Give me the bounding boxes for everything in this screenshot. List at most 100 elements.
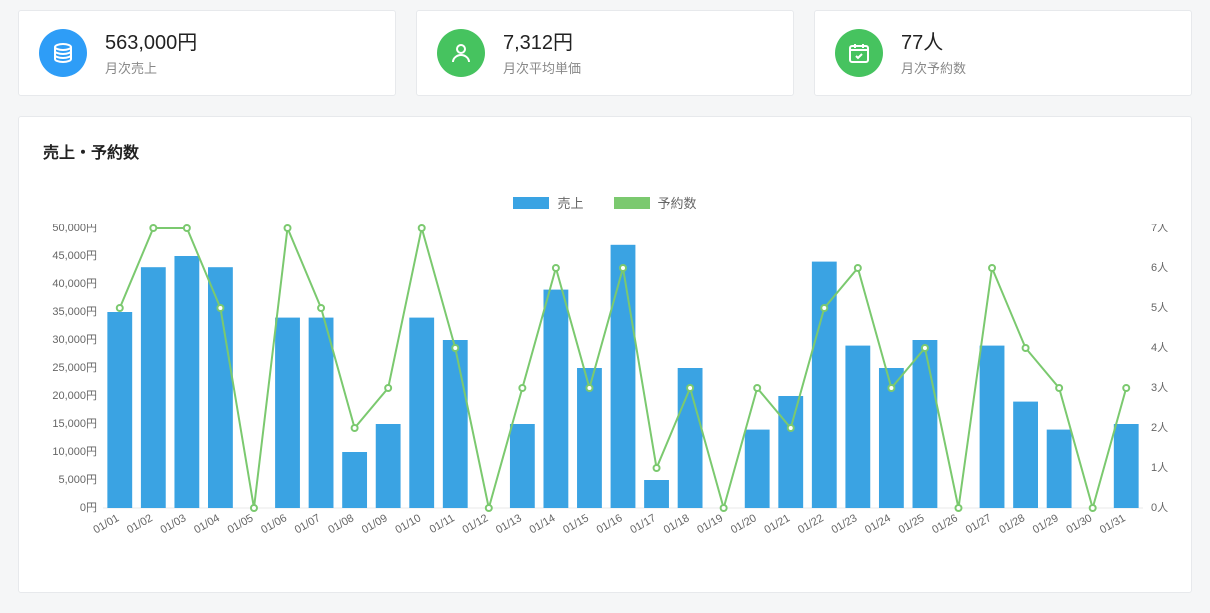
card-avg-price: 7,312円 月次平均単価 <box>416 10 794 96</box>
svg-text:01/16: 01/16 <box>595 512 625 536</box>
bar[interactable] <box>913 340 938 508</box>
svg-text:2人: 2人 <box>1151 421 1168 434</box>
svg-text:4人: 4人 <box>1151 341 1168 354</box>
bar[interactable] <box>309 318 334 508</box>
line-point[interactable] <box>217 305 223 311</box>
svg-text:01/30: 01/30 <box>1064 512 1094 536</box>
svg-text:20,000円: 20,000円 <box>52 390 97 402</box>
line-point[interactable] <box>788 425 794 431</box>
svg-text:01/14: 01/14 <box>528 512 558 536</box>
line-point[interactable] <box>117 305 123 311</box>
svg-text:30,000円: 30,000円 <box>52 334 97 346</box>
line-point[interactable] <box>1023 345 1029 351</box>
svg-text:01/08: 01/08 <box>326 512 356 536</box>
line-point[interactable] <box>855 265 861 271</box>
bar[interactable] <box>980 346 1005 508</box>
svg-text:01/20: 01/20 <box>729 512 759 536</box>
line-point[interactable] <box>955 505 961 511</box>
line-point[interactable] <box>285 225 291 231</box>
bar[interactable] <box>611 245 636 508</box>
line-point[interactable] <box>721 505 727 511</box>
bar[interactable] <box>1047 430 1072 508</box>
line-point[interactable] <box>419 225 425 231</box>
line-point[interactable] <box>486 505 492 511</box>
card-value: 7,312円 <box>503 30 581 56</box>
line-point[interactable] <box>184 225 190 231</box>
bar[interactable] <box>510 424 535 508</box>
line-point[interactable] <box>318 305 324 311</box>
svg-text:01/25: 01/25 <box>897 512 927 536</box>
line-point[interactable] <box>251 505 257 511</box>
line-point[interactable] <box>1123 385 1129 391</box>
svg-text:01/05: 01/05 <box>226 512 256 536</box>
panel-title: 売上・予約数 <box>43 139 1167 163</box>
bar[interactable] <box>409 318 434 508</box>
line-point[interactable] <box>654 465 660 471</box>
svg-text:0人: 0人 <box>1151 501 1168 514</box>
svg-text:01/26: 01/26 <box>930 512 960 536</box>
bar[interactable] <box>778 396 803 508</box>
legend-item-sales[interactable]: 売上 <box>513 193 583 212</box>
line-point[interactable] <box>922 345 928 351</box>
card-label: 月次売上 <box>105 58 197 77</box>
svg-text:01/04: 01/04 <box>192 512 222 536</box>
line-point[interactable] <box>586 385 592 391</box>
svg-text:01/27: 01/27 <box>964 512 994 536</box>
bar[interactable] <box>543 290 568 508</box>
line-point[interactable] <box>620 265 626 271</box>
line-point[interactable] <box>687 385 693 391</box>
svg-text:3人: 3人 <box>1151 381 1168 394</box>
bar[interactable] <box>342 452 367 508</box>
line-point[interactable] <box>821 305 827 311</box>
bar[interactable] <box>1013 402 1038 508</box>
svg-text:01/23: 01/23 <box>829 512 859 536</box>
card-label: 月次平均単価 <box>503 58 581 77</box>
svg-text:25,000円: 25,000円 <box>52 362 97 374</box>
bar[interactable] <box>141 267 166 508</box>
line-point[interactable] <box>989 265 995 271</box>
svg-text:01/29: 01/29 <box>1031 512 1061 536</box>
svg-text:50,000円: 50,000円 <box>52 224 97 234</box>
bar[interactable] <box>1114 424 1139 508</box>
line-point[interactable] <box>452 345 458 351</box>
svg-text:35,000円: 35,000円 <box>52 306 97 318</box>
bar[interactable] <box>745 430 770 508</box>
bar[interactable] <box>208 267 233 508</box>
svg-text:45,000円: 45,000円 <box>52 250 97 262</box>
bar[interactable] <box>174 256 199 508</box>
bar[interactable] <box>845 346 870 508</box>
calendar-icon <box>835 29 883 77</box>
svg-text:01/18: 01/18 <box>662 512 692 536</box>
line-point[interactable] <box>1056 385 1062 391</box>
svg-text:01/09: 01/09 <box>360 512 390 536</box>
bar[interactable] <box>644 480 669 508</box>
line-point[interactable] <box>519 385 525 391</box>
line-point[interactable] <box>754 385 760 391</box>
svg-text:01/19: 01/19 <box>695 512 725 536</box>
legend-label: 予約数 <box>658 193 697 212</box>
card-monthly-sales: 563,000円 月次売上 <box>18 10 396 96</box>
line-point[interactable] <box>385 385 391 391</box>
svg-text:01/03: 01/03 <box>159 512 189 536</box>
legend-item-reservations[interactable]: 予約数 <box>614 193 697 212</box>
svg-text:01/02: 01/02 <box>125 512 155 536</box>
chart-area: 0円5,000円10,000円15,000円20,000円25,000円30,0… <box>43 224 1167 564</box>
svg-text:01/01: 01/01 <box>91 512 121 536</box>
bar[interactable] <box>443 340 468 508</box>
summary-cards: 563,000円 月次売上 7,312円 月次平均単価 <box>18 10 1192 96</box>
line-point[interactable] <box>888 385 894 391</box>
svg-text:7人: 7人 <box>1151 224 1168 234</box>
line-point[interactable] <box>150 225 156 231</box>
svg-text:40,000円: 40,000円 <box>52 278 97 290</box>
line-point[interactable] <box>1090 505 1096 511</box>
svg-text:6人: 6人 <box>1151 261 1168 274</box>
bar[interactable] <box>107 312 132 508</box>
bar[interactable] <box>376 424 401 508</box>
svg-text:5人: 5人 <box>1151 301 1168 314</box>
legend-swatch <box>513 197 549 209</box>
line-point[interactable] <box>553 265 559 271</box>
line-point[interactable] <box>352 425 358 431</box>
bar[interactable] <box>275 318 300 508</box>
card-value: 77人 <box>901 30 966 56</box>
svg-text:15,000円: 15,000円 <box>52 418 97 430</box>
